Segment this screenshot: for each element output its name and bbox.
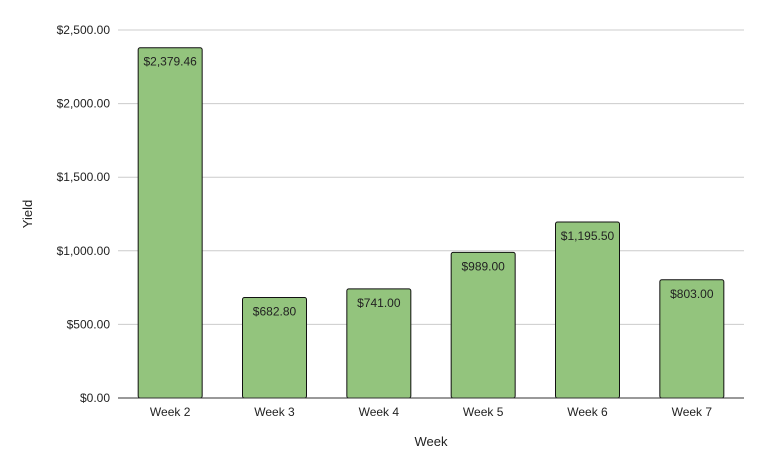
y-tick-label: $0.00 — [80, 391, 110, 405]
x-tick-label: Week 3 — [254, 405, 295, 419]
x-tick-label: Week 4 — [359, 405, 400, 419]
bar-data-label: $2,379.46 — [143, 55, 197, 69]
gridlines — [118, 29, 744, 325]
y-axis-title: Yield — [20, 200, 35, 228]
y-tick-label: $1,000.00 — [57, 244, 111, 258]
y-tick-label: $2,000.00 — [57, 97, 111, 111]
bars — [137, 47, 725, 399]
x-tick-label: Week 7 — [672, 405, 713, 419]
bar-data-label: $682.80 — [253, 304, 297, 318]
bar-data-label: $1,195.50 — [561, 229, 615, 243]
y-tick-label: $1,500.00 — [57, 170, 111, 184]
y-tick-label: $500.00 — [67, 317, 111, 331]
bar-data-label: $989.00 — [461, 259, 505, 273]
bar — [450, 251, 516, 399]
x-axis-tick-labels: Week 2 Week 3 Week 4 Week 5 Week 6 Week 7 — [150, 405, 712, 419]
x-tick-label: Week 6 — [567, 405, 608, 419]
bar-data-label: $741.00 — [357, 296, 401, 310]
y-axis-tick-labels: $0.00 $500.00 $1,000.00 $1,500.00 $2,000.00 $… — [57, 23, 111, 405]
bar-data-labels: $2,379.46 $682.80 $741.00 $989.00 $1,195.50 $… — [143, 55, 713, 319]
bar — [555, 221, 620, 399]
bar — [137, 47, 203, 399]
bar-data-label: $803.00 — [670, 287, 714, 301]
x-tick-label: Week 5 — [463, 405, 504, 419]
x-tick-label: Week 2 — [150, 405, 191, 419]
y-tick-label: $2,500.00 — [57, 23, 111, 37]
x-axis-title: Week — [415, 434, 448, 449]
